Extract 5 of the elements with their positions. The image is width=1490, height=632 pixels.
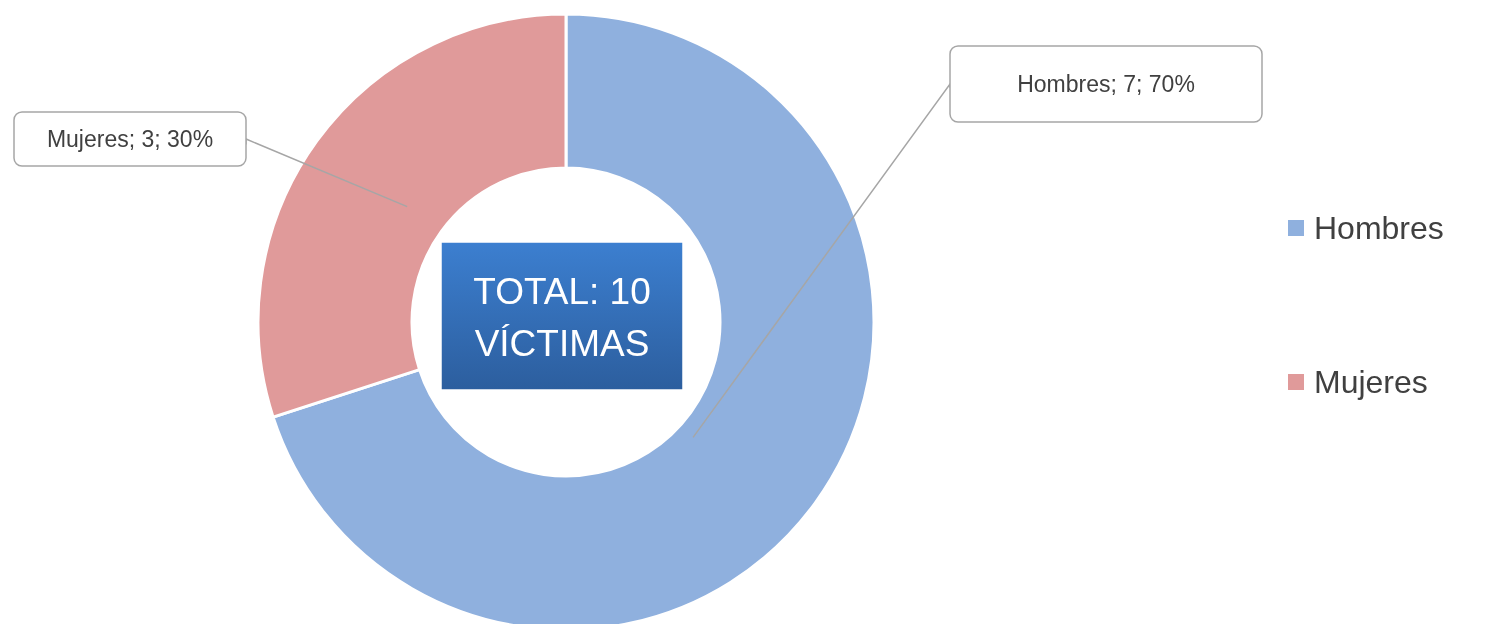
data-label: Mujeres; 3; 30% — [46, 126, 214, 152]
legend-label: Mujeres — [1314, 364, 1428, 400]
data-label: Hombres; 7; 70% — [1017, 71, 1195, 97]
legend-label: Hombres — [1314, 210, 1444, 246]
text: TOTAL: 10 VÍCTIMAS — [473, 271, 651, 364]
